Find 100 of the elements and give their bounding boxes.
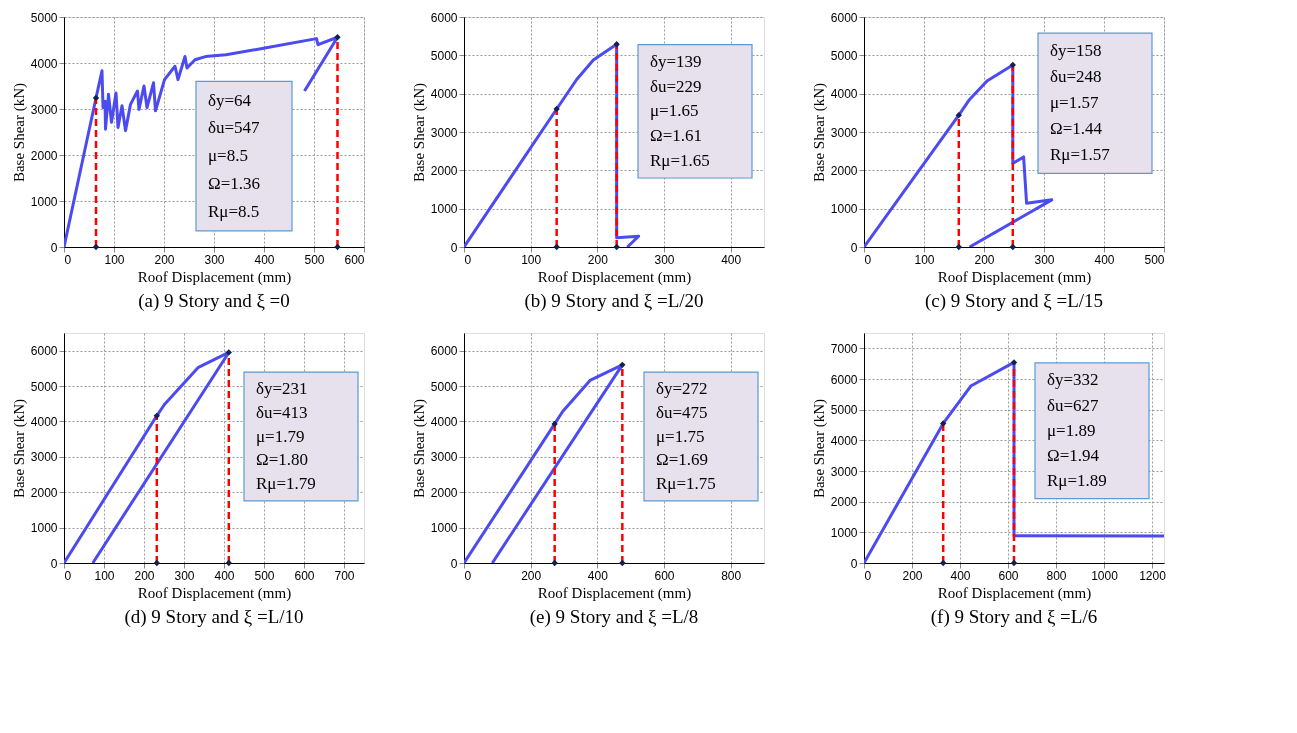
y-tick-label: 3000 bbox=[430, 450, 458, 465]
y-tick-label: 0 bbox=[450, 240, 458, 255]
x-tick-label: 100 bbox=[104, 252, 125, 267]
x-tick-label: 600 bbox=[294, 568, 315, 583]
point bbox=[1009, 61, 1016, 69]
y-axis-title: Base Shear (kN) bbox=[10, 82, 28, 183]
y-tick-label: 1000 bbox=[830, 525, 858, 540]
x-tick-label: 400 bbox=[587, 568, 609, 583]
x-axis-title: Roof Displacement (mm) bbox=[537, 268, 692, 286]
x-tick-label: 500 bbox=[1144, 252, 1165, 267]
y-tick-label: 1000 bbox=[430, 202, 458, 217]
y-axis-title: Base Shear (kN) bbox=[410, 82, 428, 183]
annotation: Ω=1.80 bbox=[256, 450, 308, 470]
point bbox=[225, 349, 232, 356]
annotation: μ=8.5 bbox=[208, 146, 248, 166]
point bbox=[940, 559, 947, 567]
annotation: Rμ=8.5 bbox=[208, 201, 260, 221]
y-tick-label: 2000 bbox=[30, 148, 58, 163]
annotation: Rμ=1.57 bbox=[1050, 145, 1111, 165]
point bbox=[1010, 359, 1018, 366]
point bbox=[1010, 559, 1018, 567]
x-tick-label: 0 bbox=[64, 252, 72, 267]
y-tick-label: 2000 bbox=[430, 163, 458, 178]
annotation: δu=627 bbox=[1047, 395, 1100, 415]
x-tick-label: 400 bbox=[721, 252, 742, 267]
annotation: μ=1.57 bbox=[1050, 93, 1099, 113]
x-axis-title: Roof Displacement (mm) bbox=[137, 584, 292, 602]
x-tick-label: 0 bbox=[864, 568, 872, 583]
y-tick-label: 6000 bbox=[30, 344, 58, 359]
point bbox=[334, 243, 341, 251]
x-tick-label: 0 bbox=[864, 252, 872, 267]
y-tick-label: 2000 bbox=[830, 163, 858, 178]
annotation: Ω=1.44 bbox=[1050, 119, 1103, 139]
annotation: Ω=1.36 bbox=[208, 173, 260, 193]
point bbox=[613, 41, 620, 48]
x-tick-label: 200 bbox=[154, 252, 175, 267]
x-tick-label: 800 bbox=[1046, 568, 1067, 583]
x-tick-label: 200 bbox=[134, 568, 155, 583]
annotation: δy=139 bbox=[650, 51, 702, 71]
x-tick-label: 600 bbox=[344, 252, 365, 267]
x-tick-label: 0 bbox=[64, 568, 72, 583]
y-tick-label: 4000 bbox=[30, 414, 58, 429]
x-tick-label: 0 bbox=[464, 252, 472, 267]
annotation: δu=229 bbox=[650, 76, 702, 96]
x-tick-label: 200 bbox=[902, 568, 923, 583]
x-tick-label: 300 bbox=[174, 568, 195, 583]
point bbox=[553, 243, 560, 251]
point bbox=[334, 34, 341, 41]
x-tick-label: 600 bbox=[654, 568, 675, 583]
point bbox=[553, 105, 560, 113]
line-series bbox=[464, 363, 624, 563]
point bbox=[92, 243, 100, 251]
x-axis-title: Roof Displacement (mm) bbox=[937, 268, 1092, 286]
annotation: Rμ=1.65 bbox=[650, 150, 710, 170]
x-axis-title: Roof Displacement (mm) bbox=[137, 268, 292, 286]
x-axis-title: Roof Displacement (mm) bbox=[937, 584, 1092, 602]
annotation: Ω=1.69 bbox=[656, 450, 708, 470]
annotation: δy=158 bbox=[1050, 41, 1102, 61]
y-tick-label: 3000 bbox=[30, 102, 58, 117]
text: (e) 9 Story and ξ =L/8 bbox=[529, 606, 699, 628]
y-axis-title: Base Shear (kN) bbox=[10, 398, 28, 499]
y-tick-label: 4000 bbox=[430, 87, 458, 102]
y-tick-label: 0 bbox=[50, 240, 58, 255]
x-tick-label: 500 bbox=[254, 568, 275, 583]
annotation: δu=475 bbox=[656, 402, 708, 422]
point bbox=[955, 243, 962, 251]
y-tick-label: 0 bbox=[850, 556, 858, 571]
y-tick-label: 2000 bbox=[30, 485, 58, 500]
y-tick-label: 3000 bbox=[830, 125, 858, 140]
text: (a) 9 Story and ξ =0 bbox=[138, 290, 290, 312]
x-tick-label: 1000 bbox=[1091, 568, 1119, 583]
point bbox=[153, 412, 160, 419]
y-tick-label: 3000 bbox=[30, 450, 58, 465]
x-tick-label: 300 bbox=[204, 252, 225, 267]
line-series bbox=[64, 350, 231, 563]
annotation: Ω=1.61 bbox=[650, 126, 702, 145]
annotation: Rμ=1.75 bbox=[656, 474, 716, 494]
y-tick-label: 1000 bbox=[830, 202, 858, 217]
x-tick-label: 300 bbox=[654, 252, 675, 267]
y-tick-label: 6000 bbox=[830, 372, 858, 387]
annotation: δy=272 bbox=[656, 378, 708, 398]
x-tick-label: 400 bbox=[950, 568, 971, 583]
x-tick-label: 600 bbox=[998, 568, 1019, 583]
y-tick-label: 5000 bbox=[830, 403, 858, 418]
x-tick-label: 400 bbox=[254, 252, 275, 267]
y-axis-title: Base Shear (kN) bbox=[410, 398, 428, 499]
point bbox=[619, 559, 626, 567]
x-tick-label: 0 bbox=[464, 568, 472, 583]
point bbox=[551, 559, 558, 567]
point bbox=[940, 420, 947, 427]
x-tick-label: 700 bbox=[334, 568, 355, 583]
x-tick-label: 200 bbox=[974, 252, 995, 267]
x-tick-label: 200 bbox=[521, 568, 542, 583]
x-tick-label: 400 bbox=[1094, 252, 1115, 267]
x-tick-label: 1200 bbox=[1139, 568, 1167, 583]
y-tick-label: 5000 bbox=[430, 48, 458, 63]
y-tick-label: 5000 bbox=[30, 10, 58, 25]
annotation: δy=231 bbox=[256, 378, 308, 398]
annotation: Ω=1.94 bbox=[1047, 445, 1100, 465]
x-tick-label: 100 bbox=[521, 252, 542, 267]
